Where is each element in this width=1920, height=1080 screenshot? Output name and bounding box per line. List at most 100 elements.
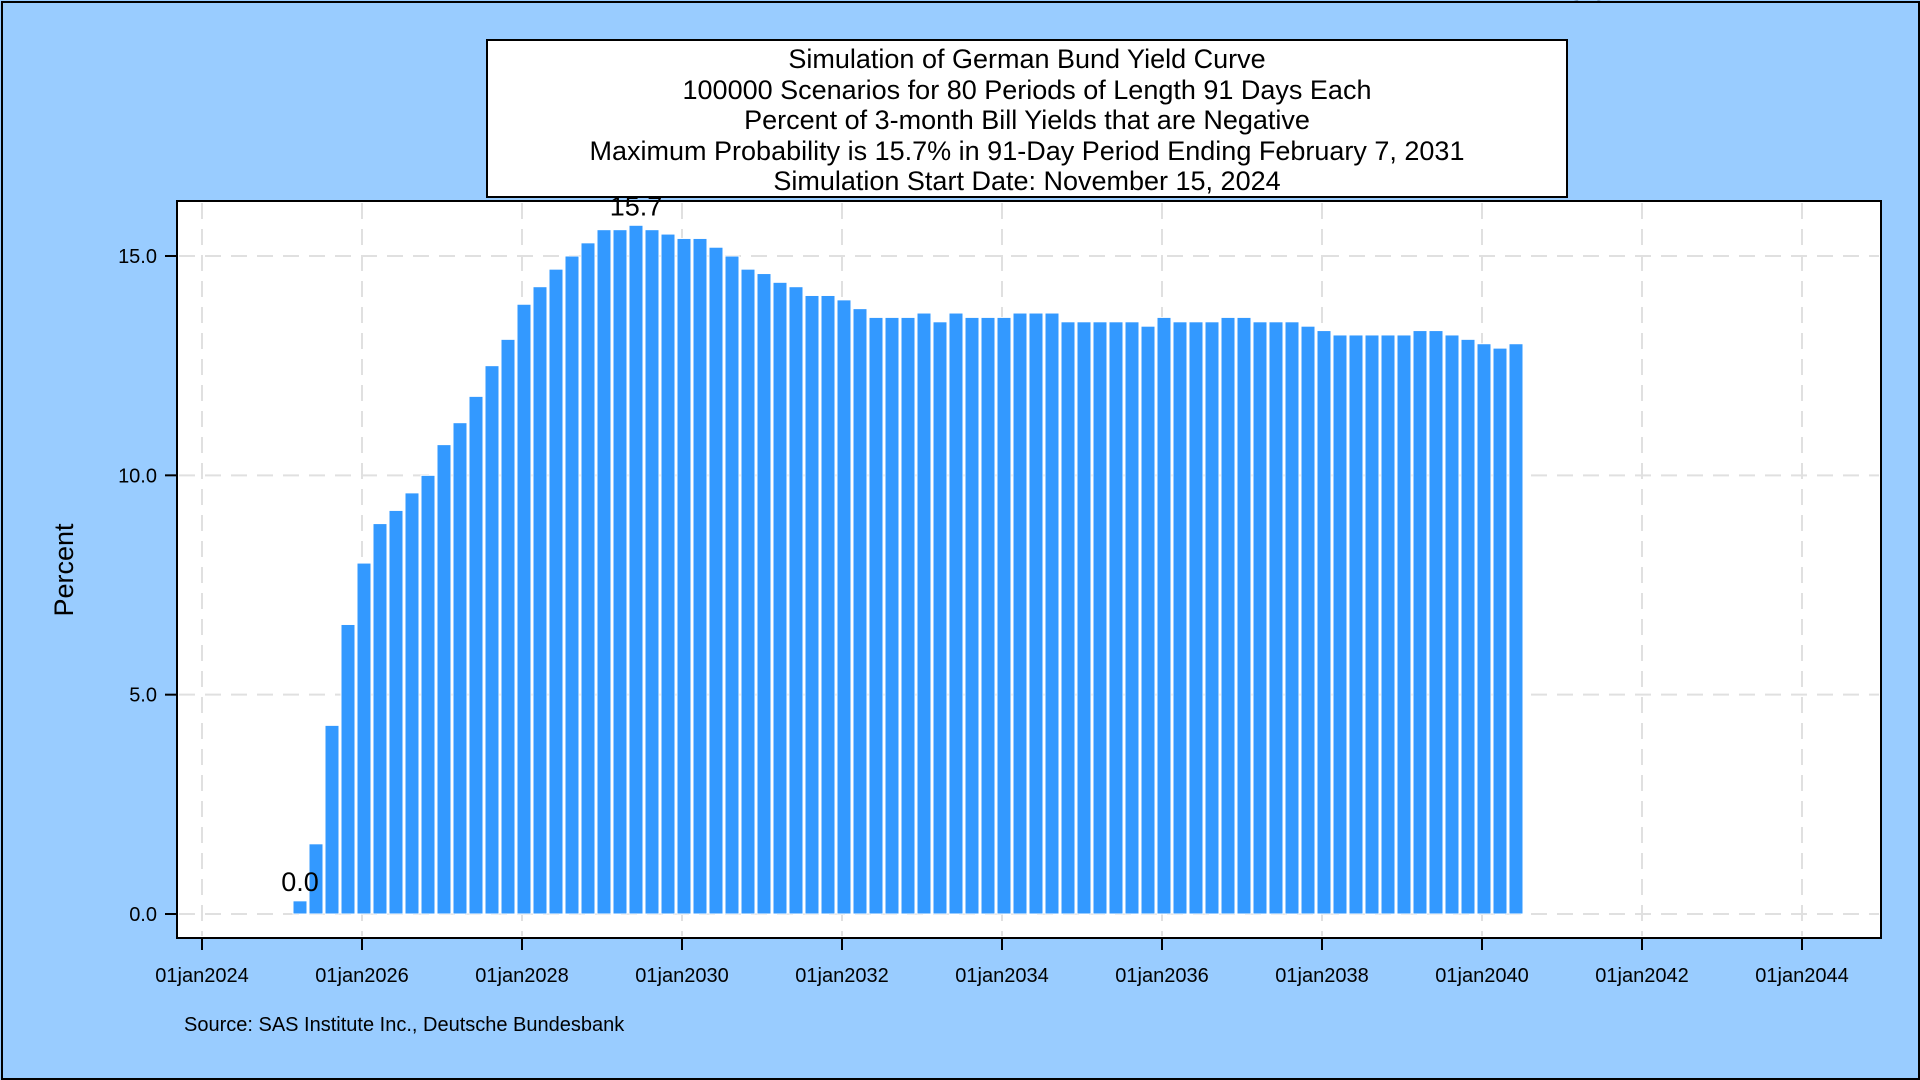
bar — [1172, 321, 1188, 915]
bar — [644, 229, 660, 915]
bar — [628, 224, 644, 915]
bar — [772, 281, 788, 915]
bar — [884, 316, 900, 915]
bar — [996, 316, 1012, 915]
y-tick-label: 5.0 — [129, 685, 157, 707]
bar — [1396, 334, 1412, 915]
bar — [1492, 347, 1508, 915]
bar — [740, 268, 756, 915]
bar — [340, 623, 356, 915]
bar — [900, 316, 916, 915]
bar — [452, 422, 468, 915]
bar — [468, 395, 484, 915]
bar — [388, 509, 404, 915]
bar — [548, 268, 564, 915]
bars — [292, 224, 1524, 915]
bar — [1204, 321, 1220, 915]
x-tick-label: 01jan2032 — [795, 965, 888, 987]
bar — [1220, 316, 1236, 915]
bar — [1444, 334, 1460, 915]
title-line-1: Simulation of German Bund Yield Curve — [788, 44, 1266, 74]
bar — [1108, 321, 1124, 915]
bar — [1044, 312, 1060, 915]
bar — [532, 286, 548, 915]
bar — [1364, 334, 1380, 915]
bar — [596, 229, 612, 915]
title-line-4: Maximum Probability is 15.7% in 91-Day P… — [589, 135, 1465, 166]
y-tick-label: 10.0 — [118, 465, 157, 487]
bar — [372, 523, 388, 915]
bar — [660, 233, 676, 915]
source-note: Source: SAS Institute Inc., Deutsche Bun… — [184, 1014, 625, 1036]
x-axis: 01jan2024 01jan2026 01jan2028 01jan2030 01ja… — [155, 938, 1849, 987]
bar — [788, 286, 804, 915]
y-axis-label: Percent — [49, 523, 79, 617]
bar — [1092, 321, 1108, 915]
bar — [964, 316, 980, 915]
bar — [692, 237, 708, 915]
bar — [516, 303, 532, 915]
bar — [724, 255, 740, 915]
bar — [916, 312, 932, 915]
bar — [708, 246, 724, 915]
bar — [1380, 334, 1396, 915]
x-tick-label: 01jan2026 — [315, 965, 408, 987]
bar — [404, 492, 420, 915]
bar — [820, 294, 836, 915]
x-tick-label: 01jan2040 — [1435, 965, 1528, 987]
x-tick-label: 01jan2044 — [1755, 965, 1848, 987]
bar — [1460, 338, 1476, 915]
bar — [1252, 321, 1268, 915]
bar — [948, 312, 964, 915]
bar — [1412, 330, 1428, 915]
title-line-5: Simulation Start Date: November 15, 2024 — [773, 166, 1281, 196]
bar — [1476, 343, 1492, 915]
y-axis: 0.0 5.0 10.0 15.0 — [118, 246, 177, 926]
bar — [612, 229, 628, 915]
x-tick-label: 01jan2030 — [635, 965, 728, 987]
x-tick-label: 01jan2028 — [475, 965, 568, 987]
chart-title-box: Simulation of German Bund Yield Curve 10… — [486, 39, 1568, 198]
bar — [1012, 312, 1028, 915]
bar — [484, 365, 500, 915]
bar — [308, 843, 324, 915]
bar — [932, 321, 948, 915]
bar — [868, 316, 884, 915]
bar — [292, 900, 308, 915]
x-tick-label: 01jan2042 — [1595, 965, 1688, 987]
bar — [564, 255, 580, 915]
bar — [1156, 316, 1172, 915]
bar — [420, 474, 436, 915]
data-label: 0.0 — [281, 867, 319, 897]
title-line-3: Percent of 3-month Bill Yields that are … — [744, 105, 1310, 135]
x-tick-label: 01jan2024 — [155, 965, 248, 987]
bar — [1428, 330, 1444, 915]
bar — [676, 237, 692, 915]
bar — [852, 308, 868, 915]
bar — [1076, 321, 1092, 915]
y-tick-label: 15.0 — [118, 246, 157, 268]
data-label: 13.0 — [1554, 0, 1607, 6]
bar — [1124, 321, 1140, 915]
bar — [1060, 321, 1076, 915]
bar — [1332, 334, 1348, 915]
bar — [356, 562, 372, 915]
bar — [1140, 325, 1156, 915]
bar — [1284, 321, 1300, 915]
bar — [1028, 312, 1044, 915]
title-line-2: 100000 Scenarios for 80 Periods of Lengt… — [682, 74, 1372, 105]
bar — [1300, 325, 1316, 915]
x-tick-label: 01jan2034 — [955, 965, 1048, 987]
bar — [436, 444, 452, 915]
bar — [1268, 321, 1284, 915]
bar — [756, 273, 772, 915]
bar — [1508, 343, 1524, 915]
bar — [804, 294, 820, 915]
x-tick-label: 01jan2038 — [1275, 965, 1368, 987]
bar — [1316, 330, 1332, 915]
x-tick-label: 01jan2036 — [1115, 965, 1208, 987]
bar — [1188, 321, 1204, 915]
bar — [500, 338, 516, 915]
bar — [836, 299, 852, 915]
